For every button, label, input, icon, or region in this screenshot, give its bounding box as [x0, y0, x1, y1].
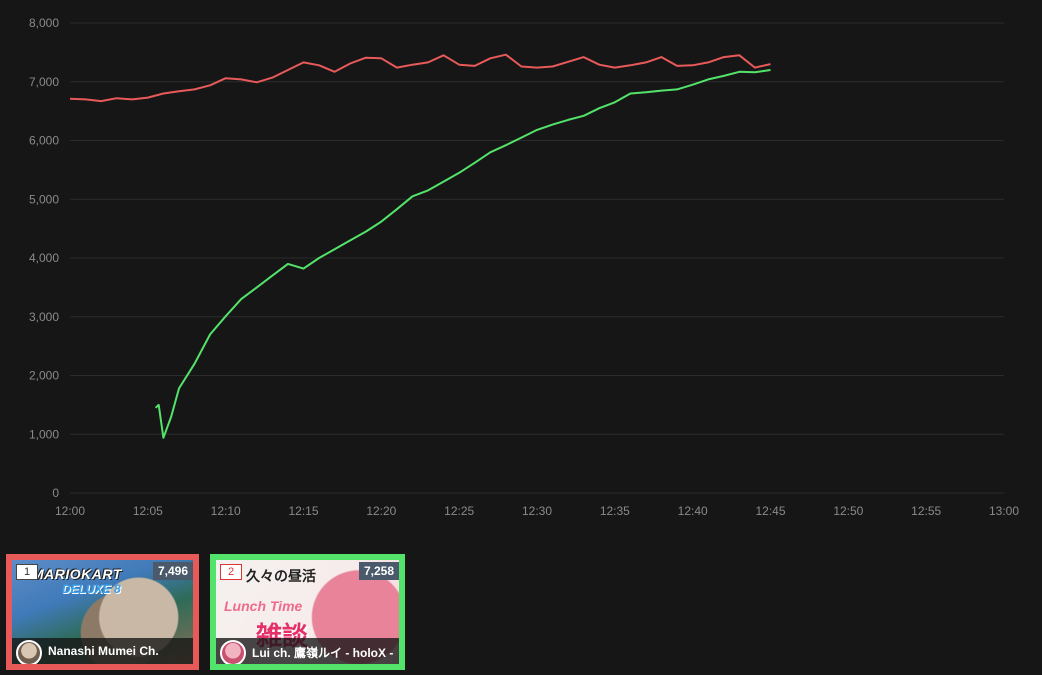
channel-name-bar: Lui ch. 鷹嶺ルイ - holoX -	[216, 638, 399, 664]
x-axis-ticks: 12:00 12:05 12:10 12:15 12:20 12:25 12:30 12:35…	[55, 504, 1019, 518]
x-tick-label: 13:00	[989, 504, 1019, 518]
viewer-count-badge: 7,496	[152, 562, 193, 580]
chart-gridlines	[70, 22, 1004, 494]
y-tick-label: 2,000	[29, 369, 59, 383]
y-tick-label: 8,000	[29, 16, 59, 30]
x-tick-label: 12:25	[444, 504, 474, 518]
x-tick-label: 12:50	[833, 504, 863, 518]
x-tick-label: 12:10	[211, 504, 241, 518]
y-tick-label: 3,000	[29, 310, 59, 324]
viewer-count-chart: 0 1,000 2,000 3,000 4,000 5,000 6,000 7,000 8,00…	[29, 16, 1019, 518]
series-line-2	[154, 69, 771, 439]
channel-name[interactable]: Nanashi Mumei Ch.	[48, 644, 159, 658]
rank-badge: 2	[220, 564, 242, 580]
x-tick-label: 12:30	[522, 504, 552, 518]
x-tick-label: 12:15	[288, 504, 318, 518]
y-tick-label: 7,000	[29, 75, 59, 89]
thumbnail-title: MARIOKART	[32, 566, 122, 582]
x-tick-label: 12:40	[678, 504, 708, 518]
y-tick-label: 4,000	[29, 251, 59, 265]
series-line-1	[69, 53, 771, 103]
channel-avatar[interactable]	[16, 640, 42, 664]
thumbnail-subtitle: DELUXE 8	[62, 582, 121, 596]
x-tick-label: 12:00	[55, 504, 85, 518]
stream-card-1[interactable]: MARIOKART DELUXE 8 1 7,496 Nanashi Mumei…	[6, 554, 199, 670]
stream-card-2[interactable]: 久々の昼活 Lunch Time 雑談 2 7,258 Lui ch. 鷹嶺ルイ…	[210, 554, 405, 670]
thumbnail-subtitle: Lunch Time	[224, 598, 303, 614]
y-tick-label: 1,000	[29, 427, 59, 441]
thumbnail-title: 久々の昼活	[246, 569, 316, 585]
x-tick-label: 12:05	[133, 504, 163, 518]
x-tick-label: 12:20	[366, 504, 396, 518]
x-tick-label: 12:35	[600, 504, 630, 518]
channel-name[interactable]: Lui ch. 鷹嶺ルイ - holoX -	[252, 646, 394, 660]
y-axis-ticks: 0 1,000 2,000 3,000 4,000 5,000 6,000 7,000 8,00…	[29, 16, 59, 500]
y-tick-label: 6,000	[29, 134, 59, 148]
channel-name-bar: Nanashi Mumei Ch.	[12, 638, 193, 664]
viewer-count-badge: 7,258	[358, 562, 399, 580]
chart-series	[69, 53, 771, 439]
rank-badge: 1	[16, 564, 38, 580]
x-tick-label: 12:45	[755, 504, 785, 518]
x-tick-label: 12:55	[911, 504, 941, 518]
y-tick-label: 5,000	[29, 192, 59, 206]
y-tick-label: 0	[52, 486, 59, 500]
channel-avatar[interactable]	[220, 640, 246, 664]
